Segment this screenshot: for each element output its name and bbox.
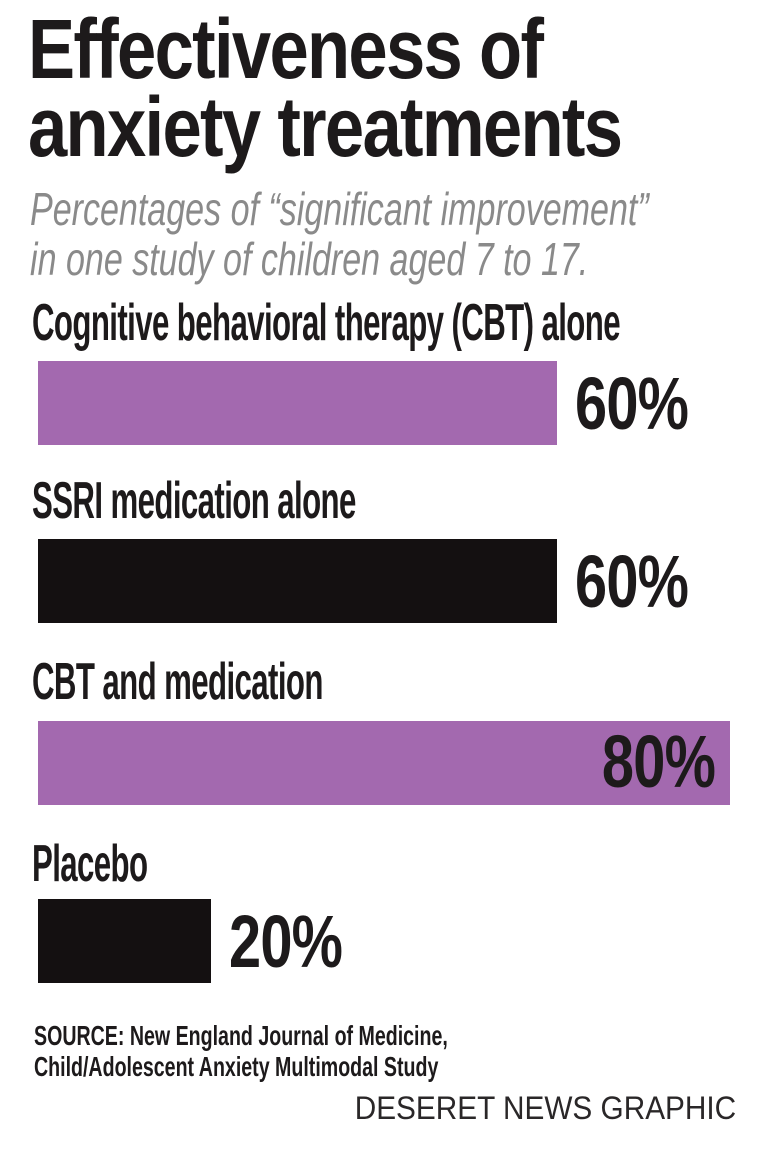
chart-title: Effectiveness of anxiety treatments: [28, 2, 734, 174]
bar-value-label-placebo: 20%: [229, 899, 343, 983]
source-line-2: Child/Adolescent Anxiety Multimodal Stud…: [34, 1051, 439, 1082]
chart-title-line-1: Effectiveness of: [28, 2, 544, 96]
bar-placebo: [38, 899, 211, 983]
bar-ssri-alone: [38, 539, 557, 623]
source-attribution: SOURCE: New England Journal of Medicine,…: [34, 1020, 625, 1082]
chart-subtitle-line-2: in one study of children aged 7 to 17.: [30, 233, 589, 285]
bar-category-label-placebo: Placebo: [32, 835, 148, 893]
bar-category-label-cbt-alone: Cognitive behavioral therapy (CBT) alone: [32, 294, 621, 352]
bar-row-placebo: 20%: [38, 899, 730, 983]
bar-row-cbt-alone: 60%: [38, 361, 730, 445]
bar-row-cbt-and-medication: 80%: [38, 719, 730, 805]
bar-cbt-alone: [38, 361, 557, 445]
source-line-1: SOURCE: New England Journal of Medicine,: [34, 1020, 448, 1051]
chart-title-line-2: anxiety treatments: [28, 80, 623, 174]
bar-category-label-cbt-and-medication: CBT and medication: [32, 653, 323, 711]
chart-subtitle-line-1: Percentages of “significant improvement”: [30, 183, 649, 235]
bar-category-label-ssri-alone: SSRI medication alone: [32, 472, 356, 530]
chart-subtitle: Percentages of “significant improvement”…: [30, 184, 768, 284]
bar-row-ssri-alone: 60%: [38, 539, 730, 623]
bar-cbt-and-medication: 80%: [38, 719, 730, 805]
bar-value-label-ssri-alone: 60%: [575, 539, 689, 623]
bar-value-label-cbt-and-medication: 80%: [601, 719, 716, 803]
bar-value-label-cbt-alone: 60%: [575, 361, 689, 445]
graphic-credit: DESERET NEWS GRAPHIC: [354, 1090, 736, 1126]
